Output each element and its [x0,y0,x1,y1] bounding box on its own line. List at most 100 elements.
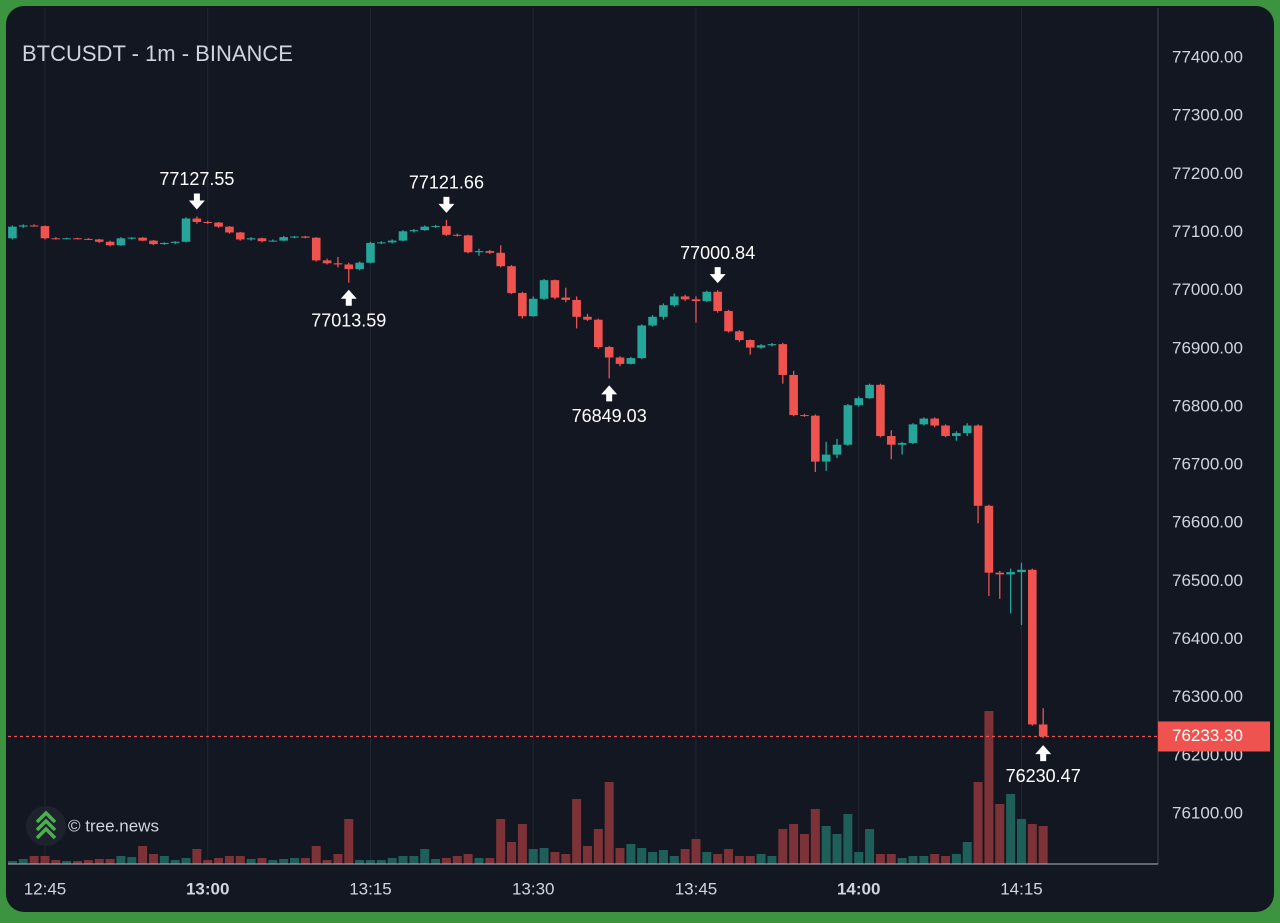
logo [35,810,57,840]
candle-body [431,226,440,228]
candle-body [235,232,245,240]
candle-body [518,292,527,317]
candle-body [8,226,17,239]
volume-bar [300,858,310,864]
volume-bar [778,829,788,864]
candle-body [637,325,647,359]
candle-body [897,442,907,445]
last-price-box [1158,721,1270,752]
candle-body [539,280,549,299]
candle-body [843,405,853,445]
volume-bar [582,846,592,864]
candle-body [203,222,213,223]
volume-bar [365,860,375,864]
candle-body [398,231,408,241]
volume-bar [159,856,169,864]
volume-bar [62,861,72,864]
last-price-label: 76233.30 [1172,726,1243,745]
volume-bar [73,861,83,864]
x-tick-label: 14:00 [837,879,880,898]
candle-body [1017,569,1026,573]
candle-body [496,252,505,267]
volume-bar [658,850,668,864]
annotation-label: 76849.03 [572,406,647,426]
y-tick-label: 77400.00 [1172,47,1243,66]
candle-body [192,218,202,222]
volume-bar [409,856,419,864]
candle-body [105,241,115,246]
candle-body [572,299,581,317]
logo-bg [26,806,66,846]
candle-body [225,226,234,233]
candle-body [615,357,625,364]
volume-bar [376,860,386,864]
volume-bar [268,860,278,864]
candle-body [279,237,288,241]
volume-bar [951,854,961,864]
volume-bar [626,844,636,864]
candle-body [40,226,50,239]
volume-layer [7,711,1048,864]
candle-body [767,344,777,346]
candle-body [94,239,104,242]
volume-bar [105,859,115,864]
volume-bar [192,849,202,864]
candle-body [735,331,744,341]
volume-bar [485,858,495,864]
candle-body [865,384,874,399]
annotation-layer: 77127.55 77013.59 77121.66 76849.03 77000.84… [159,169,1080,786]
volume-bar [724,849,734,864]
volume-bar [420,849,430,864]
candle-body [713,291,722,311]
y-tick-label: 77000.00 [1172,280,1243,299]
candle-body [1006,572,1015,575]
volume-bar [561,854,571,864]
volume-bar [127,857,137,864]
candle-body [301,236,310,238]
volume-bar [311,846,321,864]
candle-body [930,418,939,426]
volume-bar [116,856,126,864]
volume-bar [246,859,256,864]
candle-body [170,241,180,243]
volume-bar [333,854,343,864]
candle-body [51,238,61,240]
volume-bar [734,856,744,864]
volume-bar [930,854,940,864]
volume-bar [572,799,582,864]
candle-body [941,425,950,436]
volume-bar [637,848,647,864]
y-tick-label: 76800.00 [1172,396,1243,415]
y-tick-label: 76900.00 [1172,338,1243,357]
volume-bar [290,858,300,864]
candle-body [702,291,712,302]
candle-body [952,433,961,436]
arrow-up [340,289,357,306]
candle-body [29,225,39,227]
volume-bar [203,860,213,864]
candle-body [246,238,256,240]
volume-bar [7,861,17,864]
candle-body [420,226,430,231]
watermark: © tree.news [68,816,159,835]
x-tick-label: 13:45 [675,879,718,898]
volume-bar [648,852,658,864]
volume-bar [29,856,39,864]
candle-body [626,358,636,364]
annotation-label: 77000.84 [680,243,755,263]
volume-bar [593,829,603,864]
candle-body [387,240,397,243]
candle-body [322,260,332,264]
candle-body [604,347,614,358]
annotation-label: 77127.55 [159,169,234,189]
candle-body [561,297,571,300]
arrow-up [601,385,618,402]
volume-bar [94,859,104,864]
candle-body [344,264,354,270]
arrow-up [1035,745,1052,762]
candle-body [908,424,918,443]
volume-bar [745,856,755,864]
volume-bar [344,819,354,864]
volume-bar [138,846,148,864]
